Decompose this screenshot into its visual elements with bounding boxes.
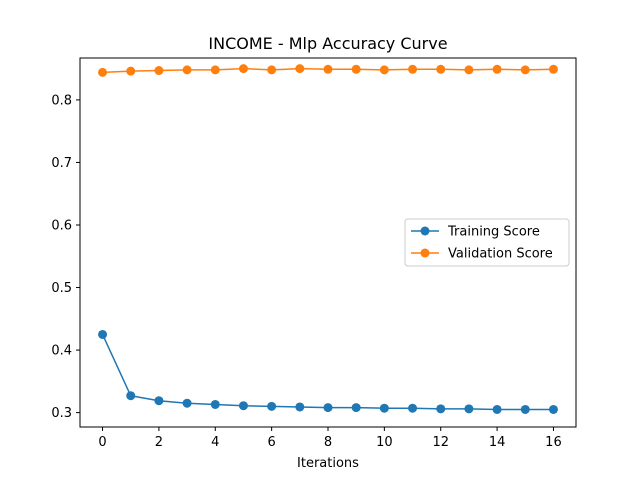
series-1-point xyxy=(238,401,248,411)
series-2-point xyxy=(379,65,389,75)
legend-label: Training Score xyxy=(447,225,540,240)
series-2-point xyxy=(210,65,220,75)
y-tick-label: 0.4 xyxy=(51,344,72,359)
x-tick-label: 8 xyxy=(324,435,332,450)
series-1-point xyxy=(379,403,389,413)
series-1-point xyxy=(520,404,530,414)
series-1-point xyxy=(210,399,220,409)
x-tick-label: 14 xyxy=(489,435,506,450)
x-tick-label: 2 xyxy=(155,435,163,450)
series-2-point xyxy=(182,65,192,75)
series-2-point xyxy=(238,64,248,74)
y-tick-label: 0.8 xyxy=(51,93,72,108)
series-1-point xyxy=(492,404,502,414)
x-tick-label: 10 xyxy=(376,435,393,450)
x-tick-label: 4 xyxy=(211,435,219,450)
series-1-point xyxy=(351,403,361,413)
y-tick-label: 0.6 xyxy=(51,218,72,233)
series-2-point xyxy=(126,66,136,76)
series-1-point xyxy=(323,403,333,413)
series-2-point xyxy=(492,64,502,74)
series-1-point xyxy=(98,329,108,339)
series-1-point xyxy=(295,402,305,412)
series-2-point xyxy=(520,65,530,75)
legend-marker xyxy=(420,248,430,258)
x-tick-label: 0 xyxy=(98,435,106,450)
series-2-point xyxy=(548,64,558,74)
x-tick-label: 16 xyxy=(545,435,562,450)
x-tick-label: 6 xyxy=(267,435,275,450)
legend-label: Validation Score xyxy=(448,247,553,262)
series-2-point xyxy=(154,66,164,76)
legend-box xyxy=(404,218,570,267)
series-1-point xyxy=(436,404,446,414)
y-tick-label: 0.5 xyxy=(51,281,72,296)
series-1-point xyxy=(126,391,136,401)
x-tick-label: 12 xyxy=(432,435,449,450)
plot-area: 0 2 4 6 8 10 12 14 16 0.3 0.4 0.5 0.6 0.7 0.8 Training … xyxy=(51,57,577,450)
series-1-point xyxy=(464,404,474,414)
series-2-point xyxy=(98,67,108,77)
chart-title: INCOME - Mlp Accuracy Curve xyxy=(208,34,447,53)
series-2-point xyxy=(408,64,418,74)
series-2-point xyxy=(464,65,474,75)
series-1-point xyxy=(267,401,277,411)
series-2-point xyxy=(295,64,305,74)
series-1-point xyxy=(408,403,418,413)
series-2-point xyxy=(267,65,277,75)
series-1-point xyxy=(182,398,192,408)
series-1-point xyxy=(154,396,164,406)
x-axis-title: Iterations xyxy=(297,456,359,471)
y-tick-label: 0.3 xyxy=(51,406,72,421)
series-1-point xyxy=(548,404,558,414)
series-2-point xyxy=(323,64,333,74)
legend-marker xyxy=(420,226,430,236)
series-2-point xyxy=(436,64,446,74)
y-tick-label: 0.7 xyxy=(51,156,72,171)
series-2-point xyxy=(351,64,361,74)
